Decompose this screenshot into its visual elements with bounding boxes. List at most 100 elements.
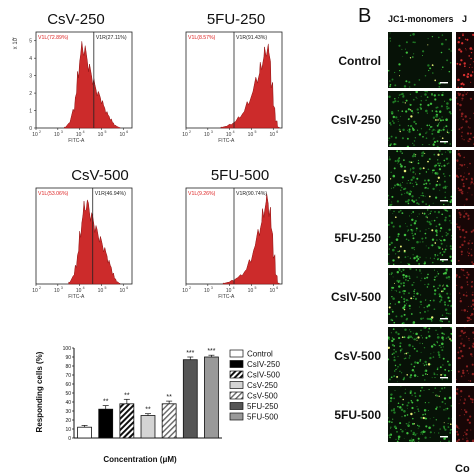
row-label: 5FU-500 [334,408,381,422]
significance-mark: *** [207,348,215,355]
y-tick-label: 10 [65,427,71,433]
x-tick-exponent: 6 [126,130,128,134]
micrograph-green [388,268,452,324]
y-multiplier-exponent: 1 [12,36,15,41]
y-tick-label: 2 [29,91,32,97]
y-tick-label: 0 [29,126,32,132]
micrograph-red [456,386,474,442]
x-tick-exponent: 3 [211,286,213,290]
x-tick-exponent: 6 [276,286,278,290]
bar-chart: Responding cells (%) Concentration (μM) … [35,346,280,464]
bar [98,408,114,439]
micrograph-red [456,209,474,265]
significance-mark: ** [145,407,151,414]
y-tick-label: 20 [65,418,71,424]
x-tick-label: 10 [98,288,104,294]
gate-label-right: V1R(91.43%) [236,35,267,41]
legend-label: CsV-500 [247,392,278,401]
histogram-title: CsV-500 [71,167,129,184]
x-tick-exponent: 3 [61,286,63,290]
panel-b-footer: Co [455,463,470,474]
y-tick-label: 70 [65,373,71,379]
x-axis-label: FITC-A [68,138,85,144]
significance-mark: ** [103,399,109,406]
y-tick-label: 30 [65,409,71,415]
y-tick-label: 1 [29,109,32,115]
x-tick-label: 10 [76,132,82,138]
y-tick-label: 4 [29,56,32,62]
micrograph-green [388,32,452,88]
x-tick-exponent: 4 [233,130,235,134]
x-axis-label: FITC-A [218,138,235,144]
y-tick-label: 60 [65,382,71,388]
x-tick-exponent: 6 [276,130,278,134]
plot-area: V1L(53.06%) V1R(46.94%)10 2 10 3 10 4 10 5 10 6FIT… [32,187,133,300]
x-tick-exponent: 3 [61,130,63,134]
x-tick-label: 10 [248,132,254,138]
x-tick-label: 10 [119,288,125,294]
micrograph-green [388,386,452,442]
x-tick-label: 10 [204,288,210,294]
gate-label-right: V1R(90.74%) [236,191,267,197]
histogram-title: 5FU-500 [211,167,269,184]
row-label: CsIV-500 [330,290,381,304]
histogram-fill [64,41,121,129]
x-tick-label: 10 [248,288,254,294]
gate-label-left: V1L(9.26%) [188,191,216,197]
x-tick-exponent: 4 [83,286,85,290]
x-tick-label: 10 [269,132,275,138]
x-tick-label: 10 [76,288,82,294]
legend-swatch [229,412,244,421]
legend-swatch [229,402,244,410]
histogram-5fu-250: 5FU-250 V1L(8.57%) V1R(91.43%)10 2 10 3 10 4 10… [182,11,283,144]
micrograph-red [456,150,474,206]
x-tick-exponent: 4 [83,130,85,134]
x-tick-label: 10 [226,132,232,138]
x-axis-label: FITC-A [218,294,235,300]
micrograph-green [388,150,452,206]
legend-swatch [229,381,244,389]
x-tick-exponent: 2 [189,286,191,290]
x-tick-label: 10 [98,132,104,138]
histogram-5fu-500: 5FU-500 V1L(9.26%) V1R(90.74%)10 2 10 3 10 4 10… [182,167,283,300]
legend-swatch [229,370,244,379]
micrograph-green [388,209,452,265]
x-tick-label: 10 [119,132,125,138]
gate-label-left: V1L(53.06%) [38,191,69,197]
plot-area: V1L(9.26%) V1R(90.74%)10 2 10 3 10 4 10 5 10 6FITC… [182,187,283,300]
x-tick-exponent: 2 [39,130,41,134]
bar [182,359,198,439]
micrograph-red [456,327,474,383]
x-tick-label: 10 [32,132,38,138]
x-tick-exponent: 6 [126,286,128,290]
x-tick-label: 10 [32,288,38,294]
y-tick-label: 0 [68,436,71,442]
gate-label-right: V1R(27.11%) [96,35,127,41]
y-tick-label: 100 [63,346,72,352]
x-tick-label: 10 [182,288,188,294]
legend-swatch [229,391,244,400]
significance-mark: ** [124,392,130,399]
column-header-aggregates: J [462,14,467,24]
y-tick-label: 50 [65,391,71,397]
plot-area: V1L(72.89%) V1R(27.11%)10 2 10 3 10 4 10 5 10 6FIT… [29,31,133,144]
x-tick-label: 10 [182,132,188,138]
bar [161,403,177,439]
significance-mark: *** [186,350,194,357]
legend-label: 5FU-500 [247,413,279,422]
x-tick-label: 10 [226,288,232,294]
histogram-title: 5FU-250 [207,11,265,28]
gate-label-left: V1L(8.57%) [188,35,216,41]
micrograph-green [388,91,452,147]
row-label: CsV-500 [334,349,381,363]
y-tick-label: 3 [29,74,32,80]
y-tick-label: 80 [65,364,71,370]
histogram-title: CsV-250 [47,11,105,28]
micrograph-red [456,268,474,324]
micrograph-green [388,327,452,383]
x-axis-label: Concentration (μM) [103,455,177,464]
x-tick-exponent: 5 [104,286,106,290]
legend-swatch [229,349,244,358]
